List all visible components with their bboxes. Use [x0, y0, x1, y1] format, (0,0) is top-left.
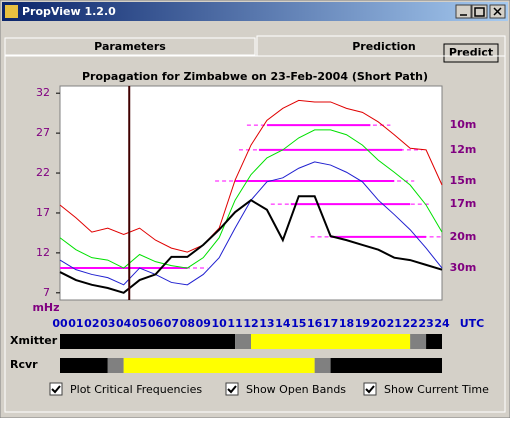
checkbox[interactable] [49, 382, 63, 396]
window-controls[interactable] [455, 4, 506, 19]
x-tick-label: 12 [243, 317, 258, 330]
x-tick-label: 16 [307, 317, 323, 330]
x-tick-label: 07 [164, 317, 179, 330]
window-title: PropView 1.2.0 [22, 5, 116, 18]
y-tick-label: 32 [36, 86, 50, 99]
schedule-segment [235, 334, 251, 349]
x-unit: UTC [460, 317, 485, 330]
x-tick-label: 19 [355, 317, 370, 330]
schedule-segment [60, 334, 236, 349]
band-label: 30m [450, 261, 477, 274]
y-unit: mHz [32, 301, 59, 314]
chart-title: Propagation for Zimbabwe on 23-Feb-2004 … [82, 70, 428, 83]
checkbox-label[interactable]: Plot Critical Frequencies [70, 383, 202, 396]
schedule-segment [251, 334, 411, 349]
tab-label[interactable]: Prediction [352, 40, 416, 53]
x-tick-label: 03 [100, 317, 115, 330]
x-tick-label: 02 [84, 317, 99, 330]
x-tick-label: 04 [116, 317, 132, 330]
band-label: 10m [450, 118, 477, 131]
control-glyphs [460, 7, 502, 17]
x-tick-label: 21 [387, 317, 402, 330]
checkbox[interactable] [363, 382, 377, 396]
x-tick-label: 24 [434, 317, 450, 330]
x-tick-label: 00 [52, 317, 68, 330]
series-line [59, 129, 443, 269]
x-tick-label: 13 [259, 317, 274, 330]
x-tick-label: 06 [148, 317, 164, 330]
x-tick-label: 08 [180, 317, 195, 330]
check-mark [227, 385, 237, 394]
row-label: Rcvr [10, 358, 38, 371]
x-tick-label: 09 [196, 317, 211, 330]
schedule-segment [123, 358, 315, 373]
x-tick-label: 14 [275, 317, 291, 330]
schedule-segment [107, 358, 124, 373]
band-label: 12m [450, 143, 477, 156]
x-tick-label: 01 [68, 317, 83, 330]
x-tick-label: 20 [371, 317, 387, 330]
predict-button[interactable] [443, 43, 499, 63]
tab-label[interactable]: Parameters [94, 40, 166, 53]
x-tick-label: 11 [227, 317, 242, 330]
x-tick-label: 23 [418, 317, 433, 330]
x-tick-label: 10 [212, 317, 228, 330]
check-mark [51, 385, 61, 394]
y-tick-label: 22 [36, 166, 50, 179]
x-tick-label: 05 [132, 317, 147, 330]
series-line [59, 195, 443, 294]
x-tick-label: 15 [291, 317, 306, 330]
schedule-segment [60, 358, 108, 373]
y-tick-label: 7 [43, 286, 50, 299]
minimize[interactable] [455, 4, 472, 19]
schedule-segment [314, 358, 331, 373]
x-tick-label: 22 [403, 317, 418, 330]
tab[interactable] [4, 37, 256, 56]
checkbox-label[interactable]: Show Open Bands [246, 383, 346, 396]
checkbox-label[interactable]: Show Current Time [384, 383, 489, 396]
schedule-segment [410, 334, 427, 349]
y-tick-label: 12 [36, 246, 50, 259]
band-label: 17m [450, 197, 477, 210]
schedule-segment [426, 334, 442, 349]
title-bar [2, 2, 508, 21]
button-label[interactable]: Predict [449, 46, 493, 59]
app-icon [5, 5, 18, 18]
y-tick-label: 27 [36, 126, 50, 139]
band-label: 15m [450, 174, 477, 187]
x-tick-label: 17 [323, 317, 338, 330]
band-label: 20m [450, 230, 477, 243]
x-tick-label: 18 [339, 317, 354, 330]
series-line [59, 99, 443, 253]
checkbox[interactable] [225, 382, 239, 396]
row-label: Xmitter [10, 334, 58, 347]
check-mark [365, 385, 375, 394]
schedule-segment [330, 358, 442, 373]
y-tick-label: 17 [36, 206, 50, 219]
tab-panel [4, 55, 506, 413]
